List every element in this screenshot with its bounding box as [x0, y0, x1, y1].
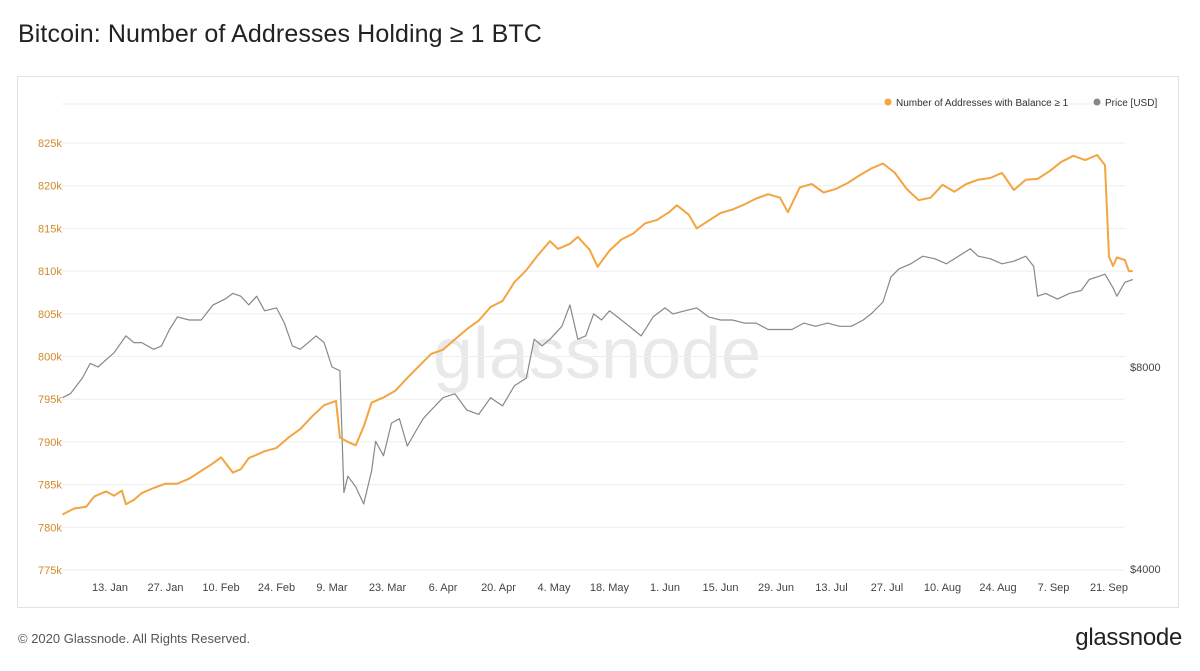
y-left-tick-label: 785k — [38, 480, 62, 492]
glassnode-logo: glassnode — [1075, 624, 1182, 651]
y-left-tick-label: 825k — [38, 138, 62, 150]
chart-frame — [17, 76, 1179, 608]
y-left-tick-label: 780k — [38, 522, 62, 534]
page-title: Bitcoin: Number of Addresses Holding ≥ 1… — [18, 20, 542, 48]
y-left-tick-label: 815k — [38, 223, 62, 235]
y-left-tick-label: 820k — [38, 181, 62, 193]
y-axis-left: 775k 780k 785k 790k 795k 800k 805k 810k 815k 820k… — [38, 138, 62, 577]
y-left-tick-label: 790k — [38, 437, 62, 449]
x-tick-label: 7. Sep — [1038, 582, 1070, 594]
y-axis-right: $4000 $8000 — [1130, 362, 1161, 576]
legend-marker — [1093, 98, 1101, 106]
legend-item-addresses[interactable]: Number of Addresses with Balance ≥ 1 — [884, 98, 1069, 109]
watermark-text: glassnode — [433, 314, 761, 394]
legend-label: Number of Addresses with Balance ≥ 1 — [896, 98, 1069, 109]
x-tick-label: 24. Aug — [979, 582, 1016, 594]
grid-lines — [62, 103, 1125, 571]
addresses-series-line — [61, 154, 1133, 516]
y-left-tick-label: 810k — [38, 266, 62, 278]
legend[interactable]: Number of Addresses with Balance ≥ 1 Pric… — [884, 98, 1158, 109]
x-tick-label: 10. Feb — [202, 582, 239, 594]
legend-item-price[interactable]: Price [USD] — [1093, 98, 1158, 109]
x-tick-label: 4. May — [537, 582, 571, 594]
copyright-text: © 2020 Glassnode. All Rights Reserved. — [18, 631, 251, 646]
legend-label: Price [USD] — [1105, 98, 1157, 109]
x-tick-label: 27. Jul — [871, 582, 903, 594]
x-tick-label: 13. Jan — [92, 582, 128, 594]
x-tick-label: 21. Sep — [1090, 582, 1128, 594]
x-tick-label: 1. Jun — [650, 582, 680, 594]
price-series-line — [62, 248, 1134, 505]
x-tick-label: 23. Mar — [369, 582, 407, 594]
y-left-tick-label: 795k — [38, 394, 62, 406]
series-layer — [61, 154, 1134, 516]
x-tick-label: 6. Apr — [429, 582, 458, 594]
y-right-tick-label: $8000 — [1130, 362, 1161, 374]
x-tick-label: 24. Feb — [258, 582, 295, 594]
x-tick-label: 9. Mar — [316, 582, 348, 594]
x-tick-label: 10. Aug — [924, 582, 961, 594]
y-left-tick-label: 800k — [38, 352, 62, 364]
chart: glassnode 775k 780k 785k 790k 795k 800k 805k 81… — [38, 98, 1161, 594]
x-tick-label: 13. Jul — [815, 582, 847, 594]
x-tick-label: 29. Jun — [758, 582, 794, 594]
x-axis: 13. Jan 27. Jan 10. Feb 24. Feb 9. Mar 23. Ma… — [92, 582, 1128, 594]
legend-marker — [884, 98, 892, 106]
y-left-tick-label: 775k — [38, 565, 62, 577]
x-tick-label: 15. Jun — [702, 582, 738, 594]
x-tick-label: 27. Jan — [147, 582, 183, 594]
x-tick-label: 18. May — [590, 582, 630, 594]
y-left-tick-label: 805k — [38, 309, 62, 321]
x-tick-label: 20. Apr — [481, 582, 516, 594]
y-right-tick-label: $4000 — [1130, 564, 1161, 576]
